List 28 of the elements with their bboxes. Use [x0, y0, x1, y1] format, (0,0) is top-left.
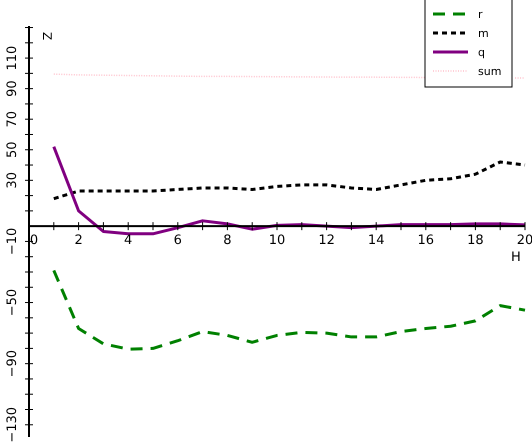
- line-series: [52, 145, 526, 236]
- x-tick-label: 18: [467, 233, 484, 248]
- legend-label: sum: [478, 65, 502, 78]
- x-tick-label: 8: [223, 233, 232, 248]
- x-tick-label: 10: [268, 233, 286, 248]
- y-tick-label: 110: [5, 46, 20, 70]
- legend-label: q: [478, 46, 485, 59]
- y-tick-label: −50: [5, 288, 20, 316]
- y-tick-label: 90: [5, 80, 20, 97]
- line-series: [52, 160, 526, 200]
- y-tick-label: −10: [5, 228, 20, 256]
- legend-label: m: [478, 27, 489, 40]
- legend-label: r: [478, 8, 483, 21]
- x-tick-label: 0: [30, 233, 38, 248]
- y-tick-label: 70: [5, 110, 20, 128]
- x-tick-label: 14: [368, 233, 384, 248]
- x-tick-label: 2: [74, 233, 83, 248]
- x-tick-label: 6: [174, 233, 182, 248]
- x-axis-title: H: [511, 250, 521, 266]
- line-series: [52, 268, 526, 351]
- y-tick-label: 50: [5, 141, 20, 158]
- y-tick-label: −130: [5, 406, 20, 443]
- y-tick-label: 30: [5, 172, 20, 189]
- x-tick-label: 4: [124, 233, 132, 248]
- x-tick-label: 12: [318, 233, 335, 248]
- x-tick-label: 16: [418, 233, 434, 248]
- y-axis-title: Z: [40, 32, 54, 40]
- y-tick-label: −90: [5, 350, 20, 378]
